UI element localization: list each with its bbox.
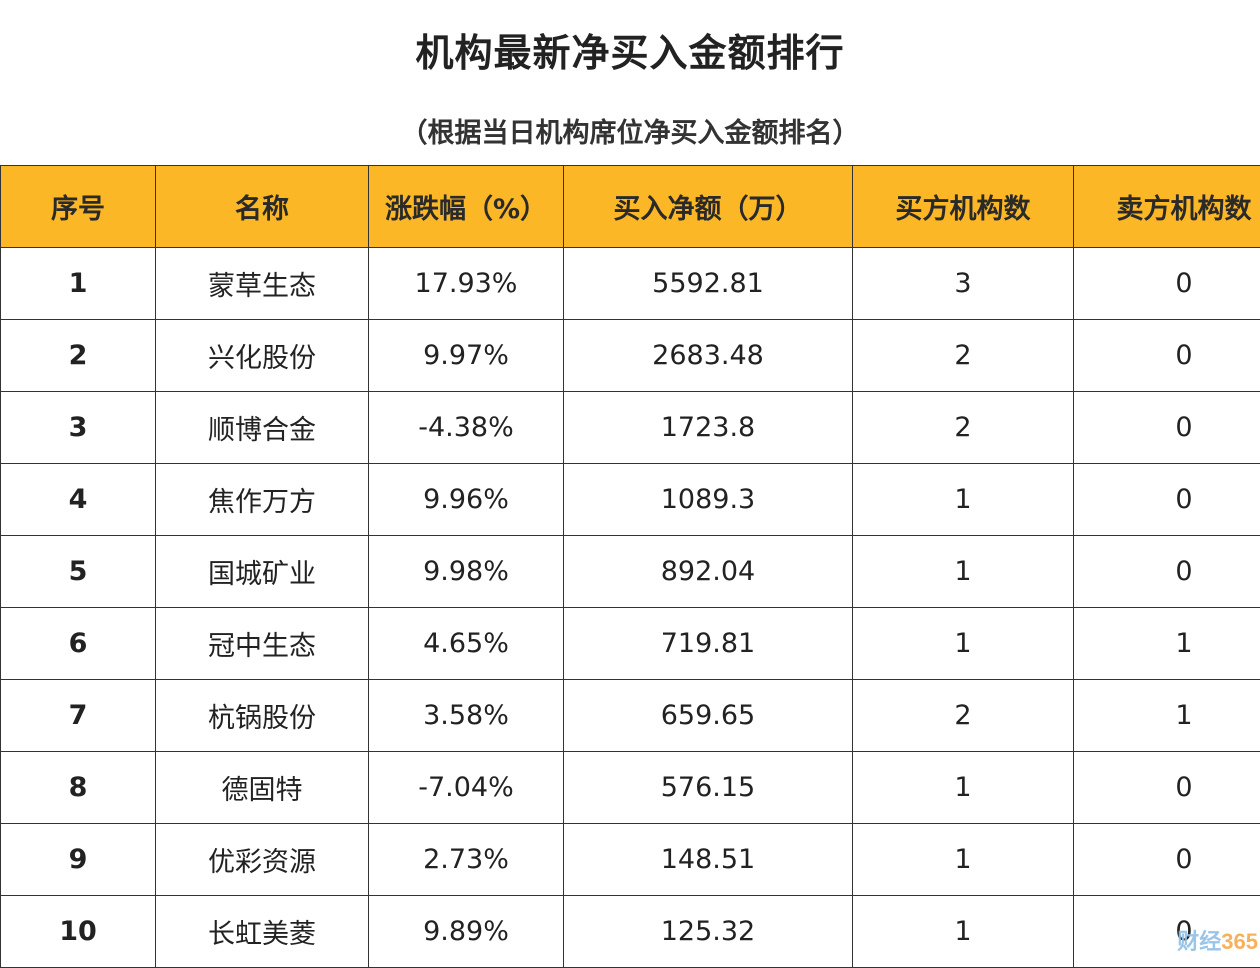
cell-seller-count: 0: [1074, 248, 1260, 320]
column-header-name: 名称: [156, 166, 369, 248]
cell-buyer-count: 1: [853, 536, 1074, 608]
cell-change: 9.98%: [369, 536, 564, 608]
watermark-text-num: 365: [1221, 929, 1258, 954]
cell-index: 6: [1, 608, 156, 680]
column-header-net-buy: 买入净额（万）: [564, 166, 853, 248]
cell-net-buy: 659.65: [564, 680, 853, 752]
cell-change: 17.93%: [369, 248, 564, 320]
cell-index: 9: [1, 824, 156, 896]
cell-change: 2.73%: [369, 824, 564, 896]
cell-name: 兴化股份: [156, 320, 369, 392]
column-header-change: 涨跌幅（%）: [369, 166, 564, 248]
cell-buyer-count: 1: [853, 752, 1074, 824]
cell-index: 1: [1, 248, 156, 320]
table-header-row: 序号 名称 涨跌幅（%） 买入净额（万） 买方机构数 卖方机构数: [1, 166, 1260, 248]
cell-buyer-count: 3: [853, 248, 1074, 320]
cell-buyer-count: 2: [853, 392, 1074, 464]
watermark-text-cn: 财经: [1177, 929, 1221, 954]
column-header-seller-count: 卖方机构数: [1074, 166, 1260, 248]
cell-name: 蒙草生态: [156, 248, 369, 320]
cell-net-buy: 576.15: [564, 752, 853, 824]
cell-net-buy: 2683.48: [564, 320, 853, 392]
cell-name: 德固特: [156, 752, 369, 824]
cell-seller-count: 1: [1074, 680, 1260, 752]
cell-index: 8: [1, 752, 156, 824]
cell-net-buy: 719.81: [564, 608, 853, 680]
cell-seller-count: 1: [1074, 608, 1260, 680]
cell-index: 5: [1, 536, 156, 608]
cell-change: -7.04%: [369, 752, 564, 824]
cell-buyer-count: 1: [853, 464, 1074, 536]
cell-name: 冠中生态: [156, 608, 369, 680]
cell-index: 10: [1, 896, 156, 968]
table-row: 4 焦作万方 9.96% 1089.3 1 0: [1, 464, 1260, 536]
cell-buyer-count: 1: [853, 608, 1074, 680]
table-row: 3 顺博合金 -4.38% 1723.8 2 0: [1, 392, 1260, 464]
site-watermark-logo: 财经365: [1177, 924, 1258, 956]
cell-buyer-count: 2: [853, 680, 1074, 752]
cell-name: 优彩资源: [156, 824, 369, 896]
page-subtitle: （根据当日机构席位净买入金额排名）: [0, 111, 1260, 150]
ranking-table: 序号 名称 涨跌幅（%） 买入净额（万） 买方机构数 卖方机构数 1 蒙草生态 …: [0, 165, 1260, 968]
cell-name: 焦作万方: [156, 464, 369, 536]
cell-net-buy: 148.51: [564, 824, 853, 896]
cell-change: 9.89%: [369, 896, 564, 968]
cell-net-buy: 892.04: [564, 536, 853, 608]
table-row: 10 长虹美菱 9.89% 125.32 1 0: [1, 896, 1260, 968]
cell-seller-count: 0: [1074, 464, 1260, 536]
table-row: 9 优彩资源 2.73% 148.51 1 0: [1, 824, 1260, 896]
cell-index: 4: [1, 464, 156, 536]
cell-seller-count: 0: [1074, 320, 1260, 392]
column-header-buyer-count: 买方机构数: [853, 166, 1074, 248]
cell-name: 国城矿业: [156, 536, 369, 608]
cell-net-buy: 5592.81: [564, 248, 853, 320]
cell-change: 9.97%: [369, 320, 564, 392]
cell-index: 3: [1, 392, 156, 464]
cell-name: 长虹美菱: [156, 896, 369, 968]
cell-net-buy: 1723.8: [564, 392, 853, 464]
cell-seller-count: 0: [1074, 752, 1260, 824]
table-body: 1 蒙草生态 17.93% 5592.81 3 0 2 兴化股份 9.97% 2…: [1, 248, 1260, 968]
cell-buyer-count: 2: [853, 320, 1074, 392]
cell-net-buy: 125.32: [564, 896, 853, 968]
column-header-index: 序号: [1, 166, 156, 248]
cell-change: 4.65%: [369, 608, 564, 680]
cell-seller-count: 0: [1074, 824, 1260, 896]
cell-seller-count: 0: [1074, 392, 1260, 464]
table-row: 1 蒙草生态 17.93% 5592.81 3 0: [1, 248, 1260, 320]
cell-change: 9.96%: [369, 464, 564, 536]
cell-seller-count: 0: [1074, 536, 1260, 608]
table-row: 8 德固特 -7.04% 576.15 1 0: [1, 752, 1260, 824]
cell-name: 顺博合金: [156, 392, 369, 464]
cell-net-buy: 1089.3: [564, 464, 853, 536]
table-row: 5 国城矿业 9.98% 892.04 1 0: [1, 536, 1260, 608]
table-row: 7 杭锅股份 3.58% 659.65 2 1: [1, 680, 1260, 752]
cell-change: -4.38%: [369, 392, 564, 464]
cell-buyer-count: 1: [853, 824, 1074, 896]
cell-buyer-count: 1: [853, 896, 1074, 968]
cell-index: 7: [1, 680, 156, 752]
page-title: 机构最新净买入金额排行: [0, 22, 1260, 77]
cell-change: 3.58%: [369, 680, 564, 752]
table-row: 2 兴化股份 9.97% 2683.48 2 0: [1, 320, 1260, 392]
table-row: 6 冠中生态 4.65% 719.81 1 1: [1, 608, 1260, 680]
cell-name: 杭锅股份: [156, 680, 369, 752]
cell-index: 2: [1, 320, 156, 392]
